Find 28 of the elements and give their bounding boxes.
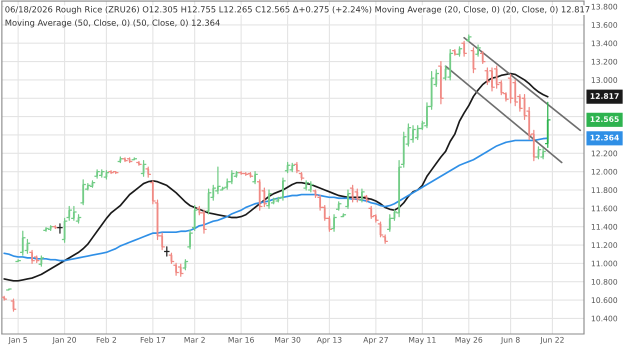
candlestick	[136, 160, 142, 166]
candlestick	[359, 188, 365, 203]
candlestick	[475, 44, 481, 57]
candlestick	[182, 259, 188, 270]
text: 06/18/2026 Rough Rice (ZRU26) O12.305 H12.755 L12.265 C12.565 Δ+0.275 (+2.24%) Moving Average (20, Close, 0) (20, Close, 0) 12.817	[5, 6, 590, 14]
candlestick	[140, 160, 146, 177]
candlestick	[364, 194, 370, 203]
candlestick	[345, 189, 351, 209]
candlestick	[461, 40, 467, 57]
text: Moving Average (50, Close, 0) (50, Close, 0) 12.364	[6, 19, 220, 28]
candlestick	[438, 60, 444, 104]
candlestick	[540, 148, 546, 160]
candlestick	[331, 214, 337, 232]
candlestick	[6, 288, 12, 291]
candlestick	[452, 49, 458, 56]
candlestick	[252, 171, 258, 184]
candlestick	[48, 225, 54, 231]
candlestick	[470, 47, 476, 74]
candlestick	[456, 46, 462, 57]
candlestick	[24, 238, 30, 254]
candlestick	[38, 255, 44, 267]
candlestick	[15, 259, 21, 262]
candlestick	[168, 252, 174, 264]
candlestick	[118, 156, 124, 164]
candlestick	[43, 226, 49, 232]
candlestick	[187, 230, 193, 250]
candlestick	[126, 157, 132, 164]
candlestick	[10, 298, 16, 312]
